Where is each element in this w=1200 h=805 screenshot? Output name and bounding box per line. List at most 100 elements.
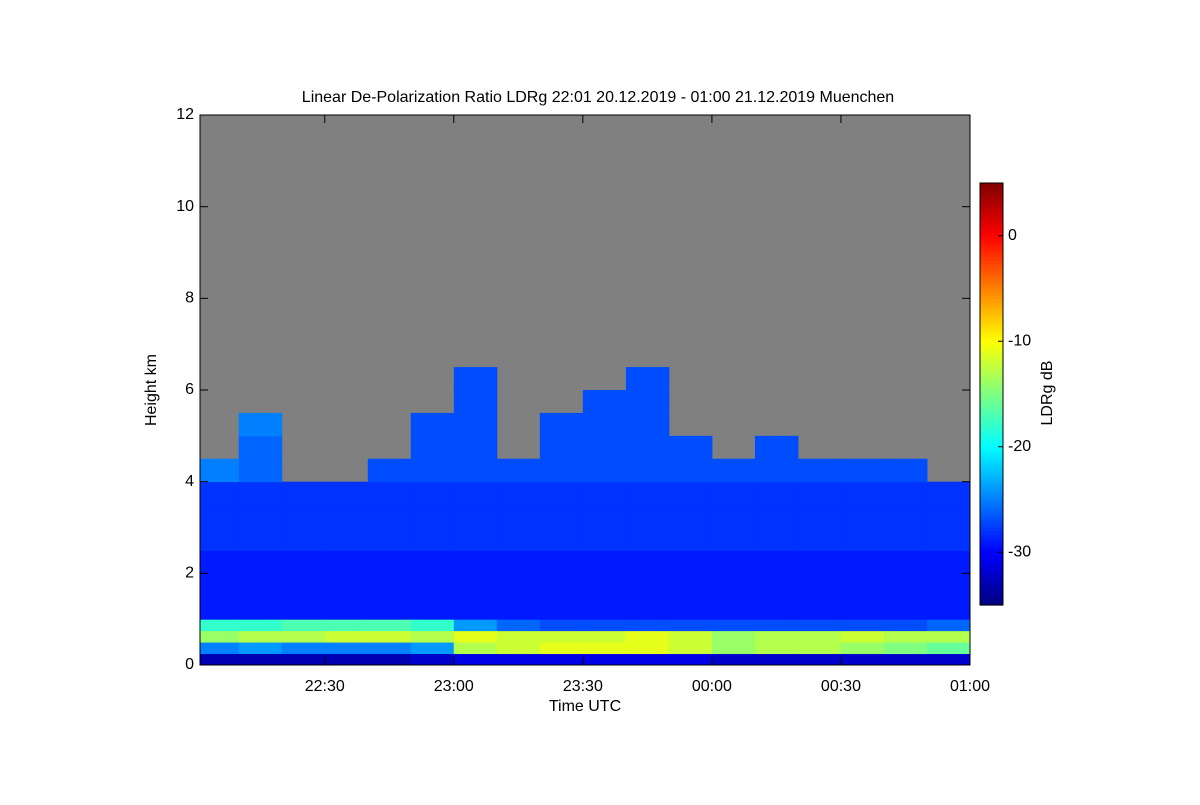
- colorbar-segment: [980, 510, 1003, 515]
- heatmap-cell: [200, 458, 240, 483]
- colorbar-segment: [980, 467, 1003, 472]
- heatmap-cell: [238, 435, 283, 460]
- heatmap-cell: [754, 619, 799, 632]
- heatmap-cell: [754, 630, 799, 643]
- heatmap-cell: [453, 390, 498, 414]
- heatmap-cell: [324, 642, 369, 655]
- heatmap-cell: [496, 653, 541, 666]
- colorbar-segment: [980, 590, 1003, 596]
- heatmap-cell: [797, 481, 842, 506]
- colorbar-segment: [980, 404, 1003, 409]
- heatmap-cell: [281, 573, 326, 597]
- x-tick-label: 22:30: [305, 678, 345, 695]
- heatmap-cell: [453, 504, 498, 528]
- colorbar-segment: [980, 566, 1003, 571]
- y-tick-label: 0: [185, 656, 194, 673]
- colorbar-segment: [980, 559, 1003, 564]
- colorbar-segment: [980, 569, 1003, 574]
- colorbar-segment: [980, 439, 1003, 444]
- colorbar-segment: [980, 478, 1003, 483]
- colorbar-segment: [980, 274, 1003, 279]
- heatmap-cell: [883, 458, 928, 483]
- heatmap-cell: [582, 642, 627, 655]
- colorbar-segment: [980, 573, 1003, 578]
- heatmap-cell: [883, 573, 928, 597]
- colorbar-segment: [980, 379, 1003, 385]
- heatmap-cell: [797, 642, 842, 655]
- x-tick-label: 00:30: [821, 678, 861, 695]
- colorbar-segment: [980, 601, 1003, 606]
- colorbar-segment: [980, 583, 1003, 589]
- colorbar-frame: [979, 182, 1004, 606]
- colorbar-segment: [980, 541, 1003, 546]
- heatmap-cell: [200, 653, 240, 666]
- heatmap-cell: [410, 412, 455, 437]
- x-tick-label: 23:30: [563, 678, 603, 695]
- heatmap-cell: [238, 573, 283, 597]
- colorbar-segment: [980, 341, 1003, 346]
- colorbar-segment: [980, 200, 1003, 205]
- heatmap-cell: [625, 653, 670, 666]
- heatmap-cell: [539, 642, 584, 655]
- heatmap-cell: [883, 504, 928, 528]
- colorbar-segment: [980, 323, 1003, 328]
- colorbar-segment: [980, 397, 1003, 402]
- heatmap-cell: [281, 642, 326, 655]
- heatmap-cell: [453, 630, 498, 643]
- heatmap-cell: [410, 642, 455, 655]
- heatmap-cell: [883, 596, 928, 620]
- heatmap-cell: [496, 642, 541, 655]
- heatmap-cell: [324, 550, 369, 574]
- heatmap-cell: [410, 619, 455, 632]
- heatmap-cell: [367, 596, 412, 620]
- heatmap-cell: [625, 573, 670, 597]
- colorbar-segment: [980, 369, 1003, 374]
- colorbar-tick-label: -20: [1008, 438, 1031, 455]
- heatmap-cell: [926, 619, 971, 632]
- heatmap-cell: [883, 642, 928, 655]
- colorbar-segment: [980, 253, 1003, 258]
- heatmap-cell: [453, 550, 498, 574]
- heatmap-cell: [797, 619, 842, 632]
- heatmap-cell: [539, 653, 584, 666]
- colorbar-segment: [980, 284, 1003, 290]
- colorbar-segment: [980, 446, 1003, 451]
- heatmap-cell: [625, 481, 670, 506]
- colorbar-segment: [980, 249, 1003, 254]
- colorbar-segment: [980, 464, 1003, 469]
- y-tick-label: 2: [185, 565, 194, 582]
- heatmap-cell: [754, 642, 799, 655]
- heatmap-cell: [410, 573, 455, 597]
- colorbar-segment: [980, 401, 1003, 406]
- heatmap-cell: [238, 642, 283, 655]
- colorbar-segment: [980, 190, 1003, 195]
- heatmap-cell: [582, 504, 627, 528]
- heatmap-cell: [200, 642, 240, 655]
- heatmap-cell: [668, 596, 713, 620]
- heatmap-cell: [754, 481, 799, 506]
- heatmap-cell: [453, 367, 498, 391]
- colorbar-segment: [980, 225, 1003, 230]
- heatmap-cell: [453, 573, 498, 597]
- colorbar-segment: [980, 246, 1003, 251]
- heatmap-cell: [840, 619, 885, 632]
- heatmap-cell: [367, 642, 412, 655]
- heatmap-cell: [625, 642, 670, 655]
- heatmap-cell: [539, 619, 584, 632]
- heatmap-cell: [926, 504, 971, 528]
- heatmap-cell: [281, 596, 326, 620]
- heatmap-cell: [582, 527, 627, 551]
- heatmap-cell: [754, 596, 799, 620]
- heatmap-cell: [324, 653, 369, 666]
- colorbar-segment: [980, 221, 1003, 226]
- colorbar-segment: [980, 242, 1003, 247]
- y-tick-label: 12: [176, 106, 194, 123]
- colorbar-tick-label: -10: [1008, 332, 1031, 349]
- colorbar-segment: [980, 513, 1003, 518]
- colorbar-segment: [980, 481, 1003, 487]
- colorbar-segment: [980, 204, 1003, 209]
- heatmap-cell: [711, 458, 756, 483]
- heatmap-cell: [453, 642, 498, 655]
- colorbar-segment: [980, 355, 1003, 360]
